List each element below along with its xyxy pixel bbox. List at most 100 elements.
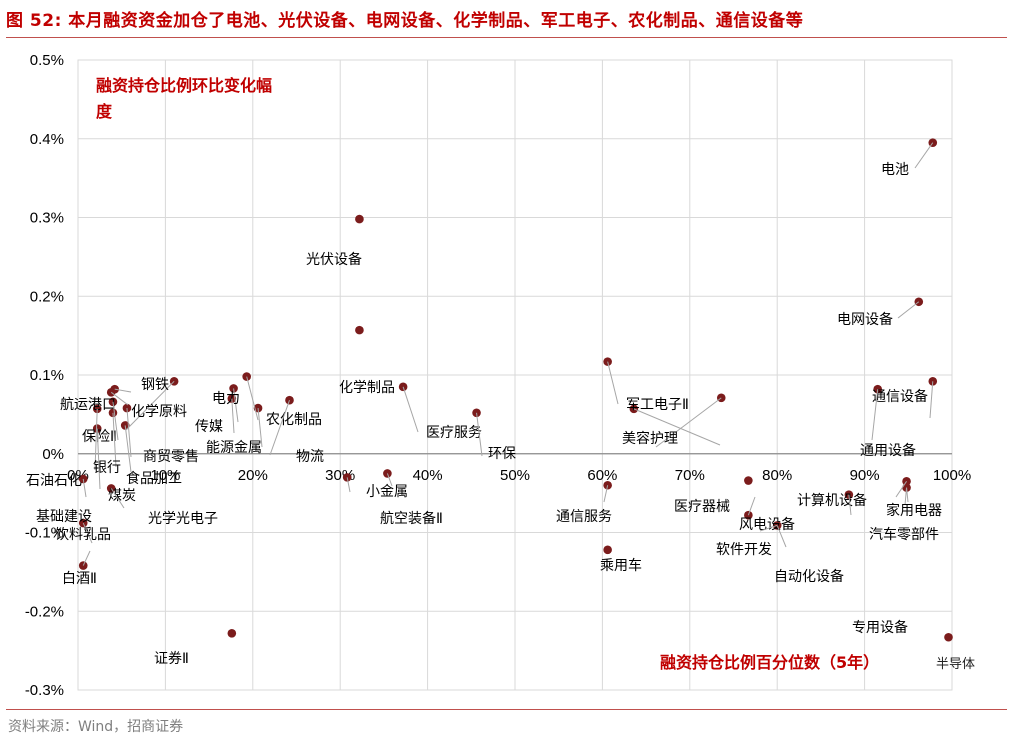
leader-line: [871, 389, 879, 441]
leader-line: [231, 398, 235, 434]
point-label: 家用电器: [886, 502, 942, 519]
x-tick-label: 20%: [238, 467, 268, 484]
point-label: 计算机设备: [797, 492, 867, 509]
leader-line: [82, 478, 87, 498]
title-divider: [6, 37, 1007, 38]
data-point: [355, 325, 364, 335]
point-label: 航空装备Ⅱ: [380, 510, 443, 527]
y-tick-label: 0.1%: [30, 367, 64, 384]
point-label: 石油石化: [26, 473, 82, 489]
leader-line: [82, 522, 93, 544]
leader-line: [112, 412, 117, 468]
x-axis-label: 融资持仓比例百分位数（5年）: [660, 653, 879, 672]
point-label: 农化制品: [266, 412, 322, 428]
leader-line: [386, 473, 393, 487]
point-label: 专用设备: [852, 619, 908, 636]
point-label: 能源金属: [206, 440, 262, 456]
point-label: 白酒Ⅱ: [62, 571, 97, 587]
x-tick-label: 80%: [762, 467, 792, 484]
data-point: [603, 545, 612, 555]
y-tick-label: 0.5%: [30, 52, 64, 69]
leader-line: [112, 401, 119, 441]
leader-line: [96, 428, 101, 490]
leader-line: [124, 425, 132, 473]
point-label: 航运港口: [60, 397, 116, 413]
point-label: 电池: [881, 162, 909, 178]
footer-divider: [6, 709, 1007, 710]
plot-frame: [77, 59, 953, 691]
leader-line: [655, 397, 722, 448]
point-label: 风电设备: [739, 516, 795, 533]
leader-line: [897, 301, 920, 319]
leader-line: [125, 380, 175, 431]
data-point: [106, 388, 116, 397]
leader-line: [848, 494, 852, 516]
axis-ticks: 0.5%0.4%0.3%0.2%0.1%0%-0.1%-0.2%-0.3%0% 1…: [25, 52, 971, 699]
point-label: 饮料乳品: [55, 527, 111, 543]
data-point: [744, 476, 753, 485]
leader-line: [603, 485, 609, 503]
x-tick-label: 10%: [150, 467, 180, 484]
point-label: 医疗器械: [674, 499, 730, 515]
point-label: 军工电子Ⅱ: [626, 397, 689, 413]
y-tick-label: -0.3%: [25, 682, 64, 699]
leader-line: [906, 487, 909, 503]
leader-line: [402, 386, 419, 433]
leader-line: [346, 477, 351, 493]
y-axis-label: 融资持仓比例环比变化幅度: [96, 76, 272, 121]
x-tick-label: 50%: [500, 467, 530, 484]
leader-line: [895, 481, 907, 498]
point-label: 小金属: [366, 484, 408, 500]
leader-line: [110, 488, 125, 509]
y-tick-label: 0.2%: [30, 288, 64, 305]
point-label: 化学制品: [339, 380, 395, 396]
point-label: 通用设备: [860, 442, 916, 459]
point-label: 电网设备: [837, 311, 893, 328]
point-label: 银行: [93, 460, 121, 476]
point-label: 钢铁: [141, 377, 169, 393]
leader-line: [914, 142, 934, 169]
leader-line: [476, 412, 483, 457]
leader-line: [269, 400, 290, 456]
point-label: 自动化设备: [774, 568, 844, 585]
point-label: 传媒: [195, 419, 223, 435]
point-label: 美容护理: [622, 430, 678, 447]
point-label: 食品加工: [126, 470, 182, 487]
point-label: 光学光电子: [148, 511, 218, 527]
leader-line: [747, 496, 756, 516]
point-label: 乘用车: [600, 557, 642, 574]
point-label: 半导体: [936, 657, 975, 672]
y-tick-label: -0.1%: [25, 525, 64, 542]
data-point: [944, 632, 953, 642]
data-points: [78, 138, 953, 642]
x-tick-label: 100%: [933, 467, 971, 484]
leader-line: [607, 361, 619, 405]
point-label: 煤炭: [108, 488, 136, 504]
leader-line: [82, 550, 91, 566]
source-note: 资料来源：Wind，招商证券: [8, 719, 184, 735]
data-point: [227, 629, 237, 638]
y-tick-label: 0.4%: [30, 131, 64, 148]
leader-line: [929, 381, 934, 419]
data-point: [355, 214, 364, 224]
point-label: 汽车零部件: [869, 526, 939, 543]
leader-line: [114, 388, 132, 393]
point-label: 光伏设备: [306, 251, 362, 268]
point-label: 医疗服务: [426, 425, 482, 441]
figure-title: 图 52: 本月融资资金加仓了电池、光伏设备、电网设备、化学制品、军工电子、农化…: [6, 11, 804, 31]
point-label: 基础建设: [36, 508, 92, 525]
x-tick-label: 70%: [675, 467, 705, 484]
point-label: 化学原料: [131, 404, 187, 420]
point-label: 物流: [296, 449, 324, 465]
point-label: 通信设备: [872, 388, 928, 405]
point-label: 保险Ⅱ: [82, 429, 117, 445]
leader-line: [110, 391, 129, 406]
leader-line: [246, 376, 259, 421]
leader-line: [759, 524, 778, 532]
point-label: 通信服务: [556, 509, 612, 525]
point-label: 商贸零售: [143, 449, 199, 465]
leader-line: [633, 408, 721, 446]
leader-line: [776, 525, 787, 548]
